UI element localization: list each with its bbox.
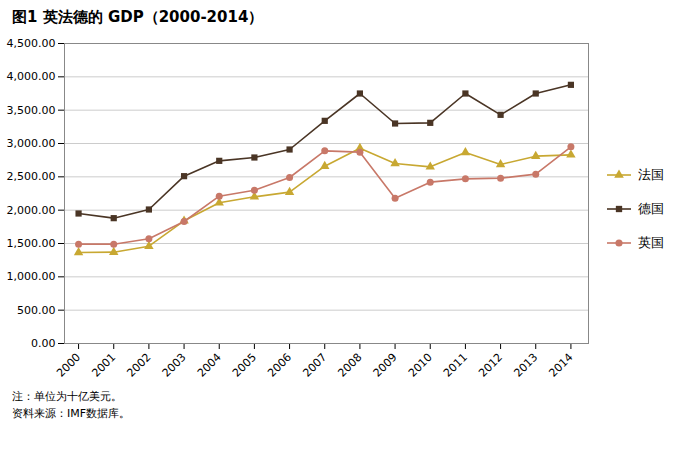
svg-text:2003: 2003 bbox=[160, 351, 189, 380]
svg-text:0.00: 0.00 bbox=[31, 337, 56, 350]
svg-text:2013: 2013 bbox=[511, 351, 540, 380]
svg-text:2008: 2008 bbox=[336, 351, 365, 380]
svg-text:2007: 2007 bbox=[300, 351, 329, 380]
svg-text:4,500.00: 4,500.00 bbox=[7, 37, 56, 50]
svg-text:3,500.00: 3,500.00 bbox=[7, 104, 56, 117]
html-text:资料来源：IMF数据库。: 资料来源：IMF数据库。 bbox=[12, 406, 131, 420]
svg-text:1,000.00: 1,000.00 bbox=[7, 270, 56, 283]
svg-text:4,000.00: 4,000.00 bbox=[7, 70, 56, 83]
svg-text:2006: 2006 bbox=[265, 351, 294, 380]
svg-text:2005: 2005 bbox=[230, 351, 259, 380]
svg-text:2,000.00: 2,000.00 bbox=[7, 204, 56, 217]
svg-text:2002: 2002 bbox=[125, 351, 154, 380]
html-text:法国: 法国 bbox=[638, 167, 664, 182]
html-text:英国: 英国 bbox=[638, 235, 664, 250]
svg-text:2011: 2011 bbox=[441, 351, 470, 380]
svg-text:2010: 2010 bbox=[406, 351, 435, 380]
html-text:注：单位为十亿美元。: 注：单位为十亿美元。 bbox=[12, 390, 122, 403]
svg-text:500.00: 500.00 bbox=[17, 304, 56, 317]
svg-text:2000: 2000 bbox=[54, 351, 83, 380]
svg-text:2009: 2009 bbox=[371, 351, 400, 380]
svg-text:2004: 2004 bbox=[195, 351, 224, 380]
svg-text:2014: 2014 bbox=[547, 351, 576, 380]
svg-text:3,000.00: 3,000.00 bbox=[7, 137, 56, 150]
html-text:德国: 德国 bbox=[638, 201, 664, 216]
svg-text:2,500.00: 2,500.00 bbox=[7, 170, 56, 183]
svg-text:1,500.00: 1,500.00 bbox=[7, 237, 56, 250]
html-text:图1 英法德的 GDP（2000-2014）: 图1 英法德的 GDP（2000-2014） bbox=[12, 8, 264, 26]
svg-text:2001: 2001 bbox=[89, 351, 118, 380]
svg-text:2012: 2012 bbox=[476, 351, 505, 380]
